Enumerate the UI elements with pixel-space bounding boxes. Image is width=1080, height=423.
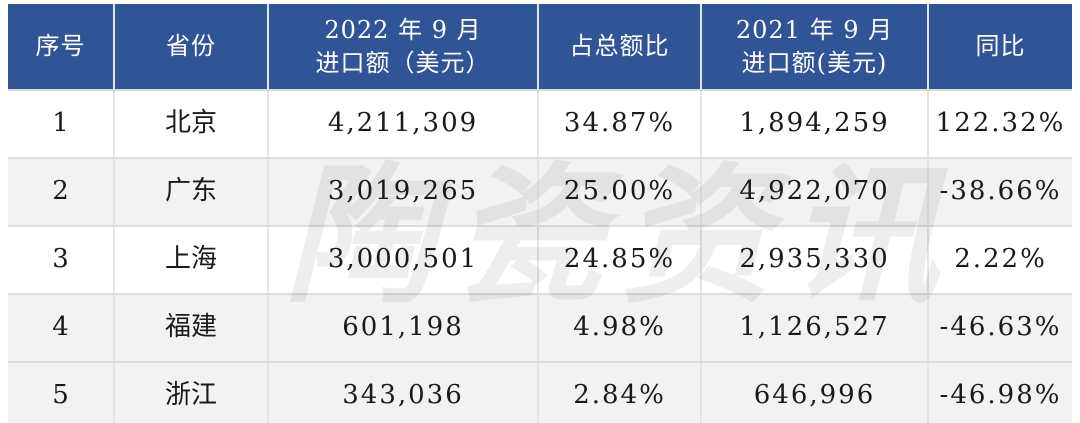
cell-yoy: -46.63% — [927, 295, 1072, 361]
header-share: 占总额比 — [537, 4, 700, 89]
cell-yoy: -46.98% — [927, 363, 1072, 423]
table-row: 2 广东 3,019,265 25.00% 4,922,070 -38.66% — [8, 157, 1072, 225]
cell-yoy: 2.22% — [927, 227, 1072, 293]
cell-import-2022: 343,036 — [267, 363, 537, 423]
header-yoy-label: 同比 — [975, 32, 1026, 61]
cell-import-2022: 4,211,309 — [267, 91, 537, 157]
header-import-2022: 2022 年 9 月 进口额（美元） — [267, 4, 537, 89]
table-header-row: 序号 省份 2022 年 9 月 进口额（美元） 占总额比 2021 年 9 月… — [8, 4, 1072, 89]
cell-import-2021: 1,126,527 — [700, 295, 927, 361]
table-row: 4 福建 601,198 4.98% 1,126,527 -46.63% — [8, 293, 1072, 361]
cell-serial: 1 — [52, 108, 69, 139]
cell-share: 34.87% — [537, 91, 700, 157]
cell-import-2022: 3,000,501 — [267, 227, 537, 293]
cell-import-2022: 3,019,265 — [267, 159, 537, 225]
cell-serial: 4 — [52, 312, 69, 343]
cell-import-2022: 601,198 — [267, 295, 537, 361]
cell-share: 24.85% — [537, 227, 700, 293]
cell-province: 福建 — [113, 295, 267, 361]
header-serial: 序号 — [8, 4, 113, 89]
cell-serial: 5 — [52, 380, 69, 411]
header-province: 省份 — [113, 4, 267, 89]
table-row: 1 北京 4,211,309 34.87% 1,894,259 122.32% — [8, 89, 1072, 157]
cell-import-2021: 646,996 — [700, 363, 927, 423]
cell-import-2021: 2,935,330 — [700, 227, 927, 293]
header-yoy: 同比 — [927, 4, 1072, 89]
cell-import-2021: 1,894,259 — [700, 91, 927, 157]
cell-share: 25.00% — [537, 159, 700, 225]
header-import-2022-line2: 进口额（美元） — [315, 48, 491, 77]
header-import-2022-line1: 2022 年 9 月 — [324, 16, 482, 45]
cell-province: 广东 — [113, 159, 267, 225]
table-row: 5 浙江 343,036 2.84% 646,996 -46.98% — [8, 361, 1072, 423]
header-import-2021-line1: 2021 年 9 月 — [735, 16, 894, 45]
table-row: 3 上海 3,000,501 24.85% 2,935,330 2.22% — [8, 225, 1072, 293]
cell-province: 上海 — [113, 227, 267, 293]
header-import-2021-line2: 进口额(美元) — [741, 48, 888, 77]
cell-serial: 2 — [52, 176, 69, 207]
cell-yoy: 122.32% — [927, 91, 1072, 157]
cell-import-2021: 4,922,070 — [700, 159, 927, 225]
cell-share: 2.84% — [537, 363, 700, 423]
header-share-label: 占总额比 — [569, 32, 670, 61]
cell-province: 北京 — [113, 91, 267, 157]
import-data-table: 序号 省份 2022 年 9 月 进口额（美元） 占总额比 2021 年 9 月… — [8, 4, 1072, 423]
cell-share: 4.98% — [537, 295, 700, 361]
cell-yoy: -38.66% — [927, 159, 1072, 225]
header-province-label: 省份 — [166, 32, 216, 61]
cell-serial: 3 — [52, 244, 69, 275]
header-import-2021: 2021 年 9 月 进口额(美元) — [700, 4, 927, 89]
header-serial-label: 序号 — [35, 32, 86, 61]
cell-province: 浙江 — [113, 363, 267, 423]
